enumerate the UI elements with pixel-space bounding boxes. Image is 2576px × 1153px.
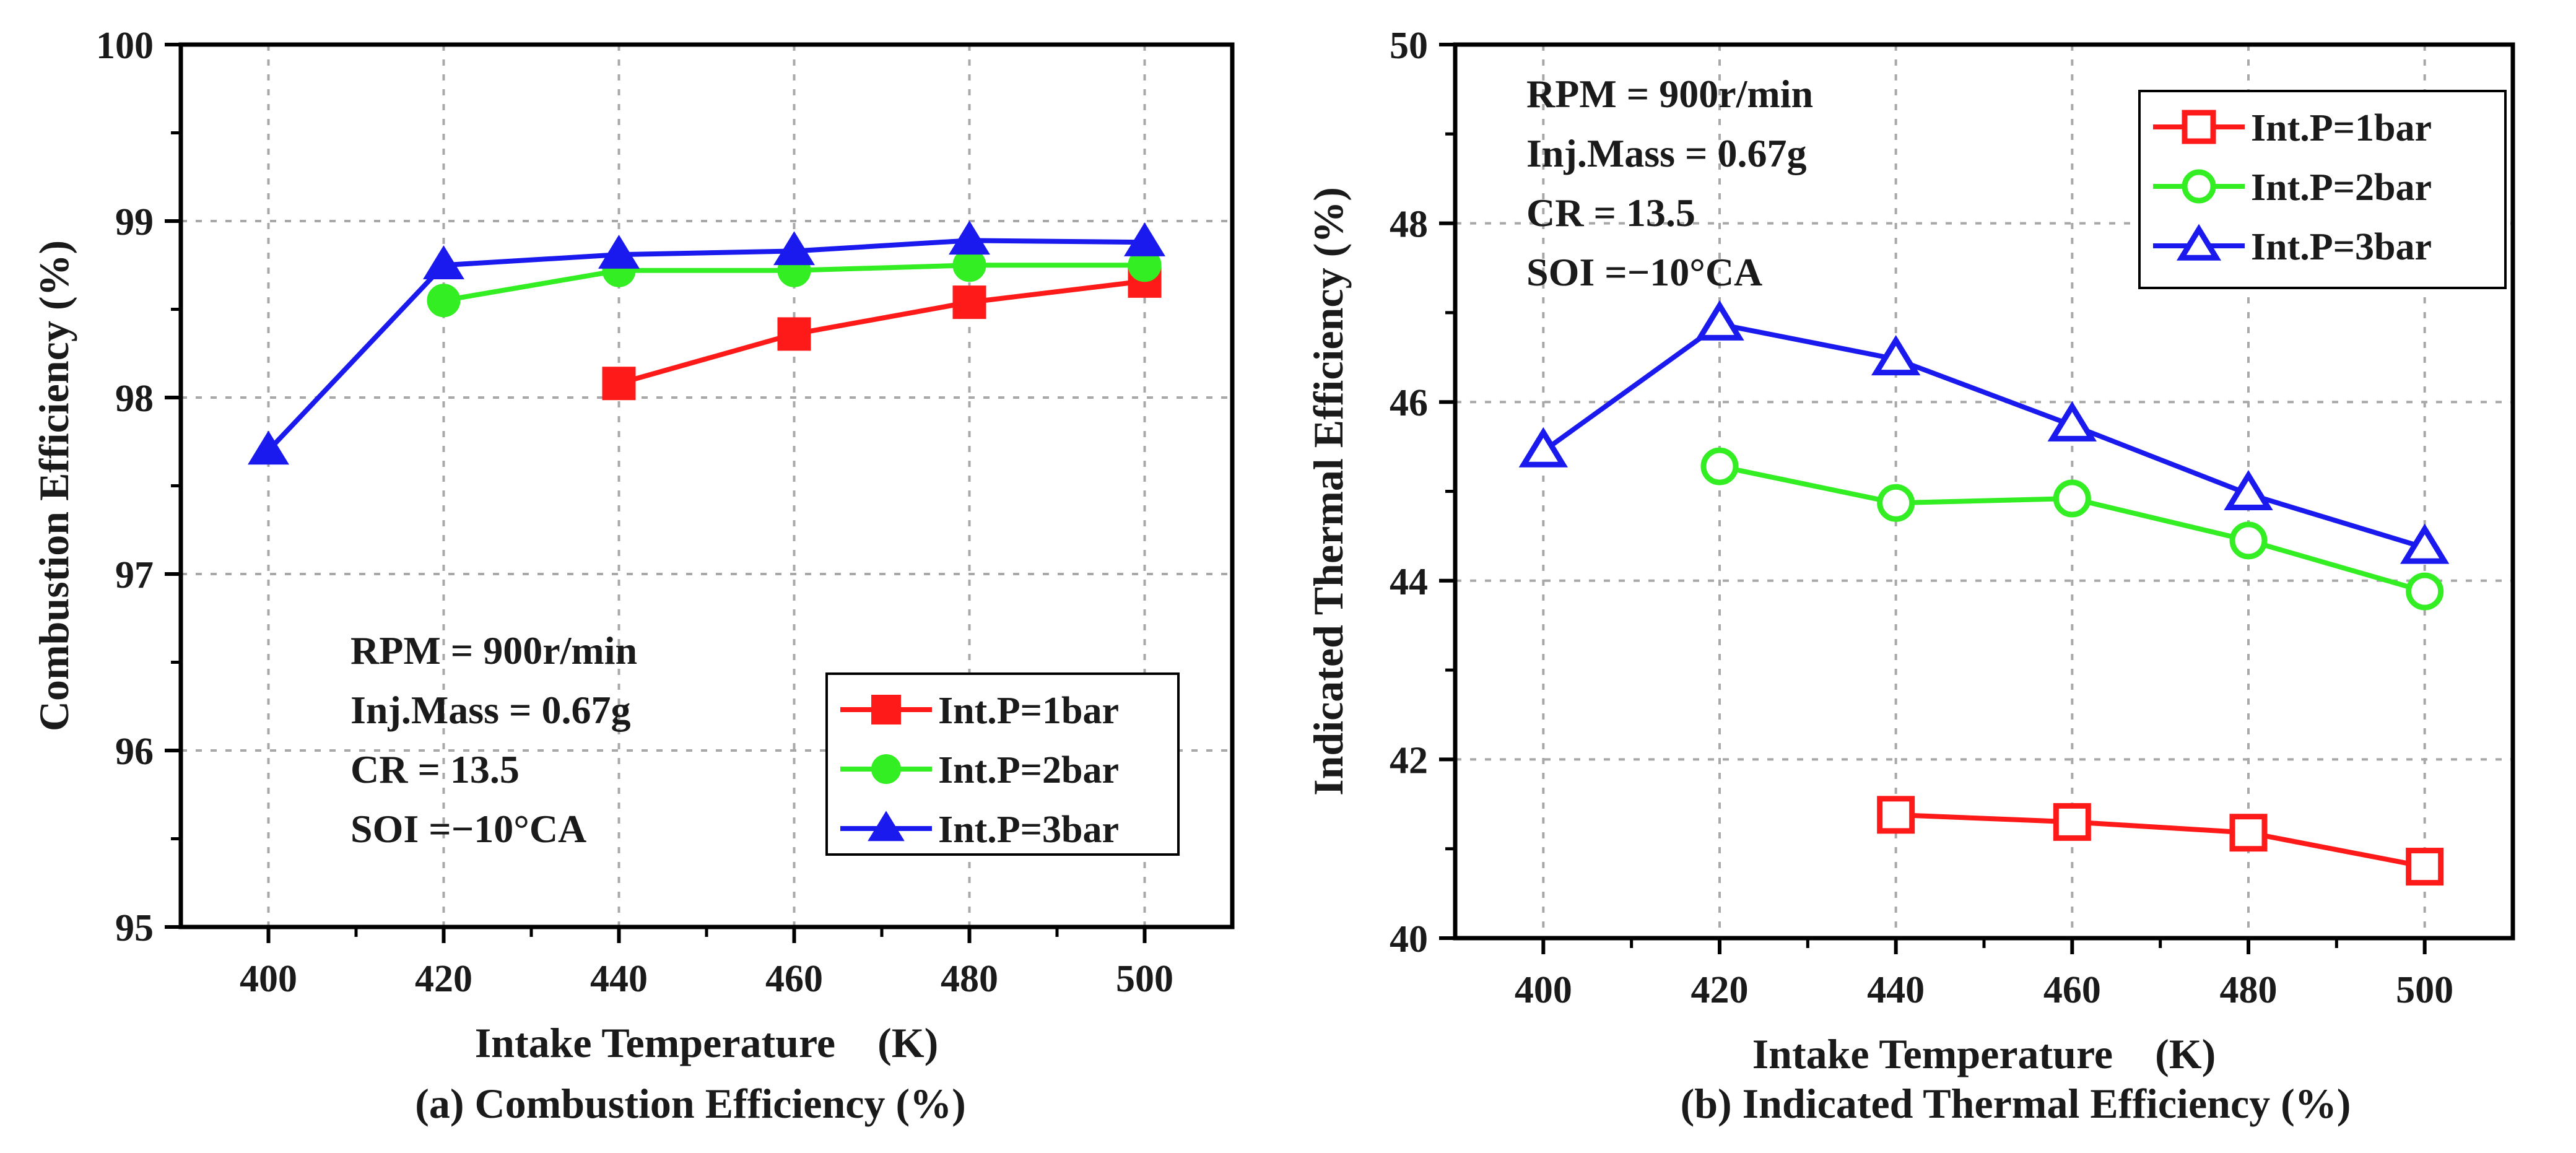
x-tick-label: 460: [2043, 969, 2101, 1011]
x-tick-label: 480: [941, 958, 998, 1000]
x-tick-label: 460: [765, 958, 823, 1000]
data-point: [1124, 222, 1165, 256]
condition-annotation: CR = 13.5: [1526, 191, 1695, 235]
legend: Int.P=1bar Int.P=2bar Int.P=3bar: [825, 672, 1180, 856]
legend-marker-3: [868, 811, 905, 842]
chart-panel-2: 400 420 440 460 480 500 40 42 44 46 48 50 Intake Tem…: [1305, 25, 2515, 1127]
legend-marker-2: [871, 754, 901, 784]
legend-label-2: Int.P=2bar: [938, 749, 1119, 791]
figure-caption: (b) Indicated Thermal Efficiency (%): [1681, 1080, 2351, 1127]
condition-annotation: SOI =−10°CA: [350, 807, 586, 851]
y-tick-label: 98: [115, 378, 154, 420]
y-tick-label: 95: [115, 907, 154, 949]
data-point: [598, 235, 640, 269]
data-point: [2406, 848, 2444, 886]
y-tick-label: 96: [115, 731, 154, 773]
legend-marker-1: [2182, 110, 2216, 144]
condition-annotation: Inj.Mass = 0.67g: [1526, 131, 1807, 175]
condition-annotation: Inj.Mass = 0.67g: [350, 688, 631, 732]
series-line-1: [618, 278, 1145, 386]
data-point: [1518, 427, 1569, 468]
y-tick-label: 97: [115, 554, 154, 596]
y-axis-title: Combustion Efficiency (%): [30, 240, 77, 731]
x-tick-label: 440: [1867, 969, 1925, 1011]
data-point: [773, 231, 815, 266]
data-point: [1877, 796, 1915, 834]
data-point: [2406, 572, 2444, 611]
data-point: [2229, 814, 2268, 852]
legend-marker-1: [871, 695, 901, 724]
data-point: [423, 245, 464, 279]
x-tick-label: 420: [1691, 969, 1749, 1011]
figure-caption: (a) Combustion Efficiency (%): [415, 1080, 966, 1127]
x-tick-label: 400: [240, 958, 297, 1000]
x-tick-label: 440: [590, 958, 648, 1000]
y-tick-label: 46: [1390, 382, 1428, 424]
series-3: [1518, 300, 2450, 564]
data-point: [952, 285, 986, 320]
x-tick-label: 420: [415, 958, 472, 1000]
x-tick-label: 400: [1515, 969, 1572, 1011]
condition-annotation: RPM = 900r/min: [1526, 72, 1813, 116]
legend-label-3: Int.P=3bar: [2251, 226, 2432, 268]
data-point: [2400, 523, 2450, 564]
y-tick-label: 100: [96, 25, 154, 67]
chart-panel-1: 400 420 440 460 480 500 95 96 97 98 99 100 Intake Te…: [30, 25, 1235, 1127]
condition-annotation: RPM = 900r/min: [350, 629, 637, 672]
series-line-3: [1541, 321, 2426, 550]
y-tick-label: 99: [115, 201, 154, 243]
legend-label-2: Int.P=2bar: [2251, 167, 2432, 209]
x-axis-title: Intake Temperature (K): [1752, 1030, 2216, 1077]
data-point: [2053, 803, 2091, 841]
data-point: [2047, 401, 2097, 442]
y-tick-label: 42: [1390, 739, 1428, 781]
condition-annotation: SOI =−10°CA: [1526, 250, 1762, 294]
legend-marker-2: [2182, 169, 2216, 204]
series-1: [602, 264, 1162, 401]
series-line-1: [1895, 812, 2426, 869]
legend-label-1: Int.P=1bar: [2251, 107, 2432, 149]
series-1: [1877, 796, 2444, 886]
legend-label-3: Int.P=3bar: [938, 809, 1119, 851]
y-tick-label: 50: [1390, 25, 1428, 67]
data-point: [2229, 521, 2268, 560]
x-axis-title: Intake Temperature (K): [475, 1019, 939, 1066]
y-tick-label: 48: [1390, 204, 1428, 246]
data-point: [1877, 484, 1915, 522]
legend-marker-3: [2176, 224, 2222, 261]
y-tick-label: 40: [1390, 918, 1428, 960]
series-2: [1700, 447, 2444, 611]
x-tick-label: 500: [2396, 969, 2453, 1011]
data-point: [1700, 447, 1739, 485]
series-3: [248, 220, 1165, 465]
data-point: [777, 317, 811, 351]
condition-annotation: CR = 13.5: [350, 747, 520, 791]
y-tick-label: 44: [1390, 561, 1428, 603]
data-point: [248, 430, 289, 465]
legend: Int.P=1bar Int.P=2bar Int.P=3bar: [2138, 90, 2507, 289]
data-point: [427, 284, 461, 318]
data-point: [602, 367, 636, 401]
y-axis-title: Indicated Thermal Efficiency (%): [1305, 187, 1352, 796]
data-point: [2224, 470, 2273, 511]
data-point: [1695, 300, 1744, 341]
x-tick-label: 480: [2220, 969, 2278, 1011]
data-point: [2053, 479, 2091, 518]
legend-label-1: Int.P=1bar: [938, 690, 1119, 732]
data-point: [1871, 335, 1921, 376]
data-point: [949, 220, 990, 255]
series-line-3: [266, 238, 1145, 453]
x-tick-label: 500: [1116, 958, 1173, 1000]
